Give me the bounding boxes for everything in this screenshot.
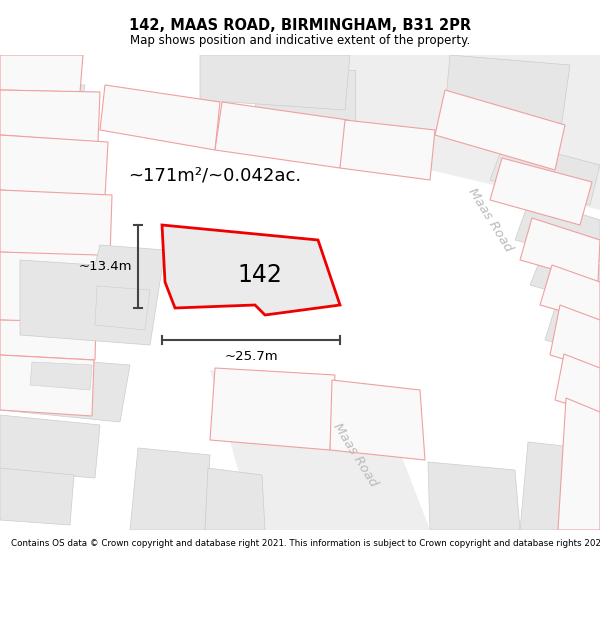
Polygon shape	[100, 85, 220, 150]
Text: ~171m²/~0.042ac.: ~171m²/~0.042ac.	[128, 166, 302, 184]
Polygon shape	[490, 140, 600, 205]
Polygon shape	[0, 415, 100, 478]
Polygon shape	[200, 55, 350, 110]
Text: ~25.7m: ~25.7m	[224, 350, 278, 363]
Text: 142, MAAS ROAD, BIRMINGHAM, B31 2PR: 142, MAAS ROAD, BIRMINGHAM, B31 2PR	[129, 18, 471, 32]
Polygon shape	[210, 368, 335, 450]
Polygon shape	[255, 70, 355, 140]
Text: Map shows position and indicative extent of the property.: Map shows position and indicative extent…	[130, 34, 470, 48]
Polygon shape	[490, 158, 592, 225]
Text: 142: 142	[238, 263, 283, 287]
Polygon shape	[205, 468, 265, 530]
Polygon shape	[530, 248, 600, 305]
Polygon shape	[540, 265, 600, 322]
Polygon shape	[520, 218, 600, 282]
Polygon shape	[0, 90, 100, 142]
Polygon shape	[0, 355, 94, 416]
Polygon shape	[0, 135, 108, 197]
Polygon shape	[330, 380, 425, 460]
Polygon shape	[545, 298, 600, 355]
Polygon shape	[0, 252, 98, 325]
Polygon shape	[445, 55, 570, 135]
Text: Contains OS data © Crown copyright and database right 2021. This information is : Contains OS data © Crown copyright and d…	[11, 539, 600, 548]
Polygon shape	[215, 102, 348, 168]
Polygon shape	[30, 362, 92, 390]
Polygon shape	[95, 286, 150, 330]
Polygon shape	[0, 125, 98, 165]
Polygon shape	[0, 355, 130, 422]
Polygon shape	[550, 305, 600, 370]
Polygon shape	[340, 120, 435, 180]
Polygon shape	[558, 398, 600, 530]
Polygon shape	[0, 468, 74, 525]
Text: ~13.4m: ~13.4m	[79, 260, 132, 273]
Polygon shape	[515, 198, 600, 262]
Polygon shape	[0, 320, 96, 360]
Polygon shape	[0, 85, 85, 115]
Polygon shape	[20, 245, 165, 345]
Polygon shape	[428, 462, 520, 530]
Polygon shape	[0, 55, 83, 92]
Polygon shape	[0, 190, 112, 258]
Polygon shape	[162, 225, 340, 315]
Polygon shape	[520, 442, 600, 530]
Polygon shape	[130, 448, 210, 530]
Text: Maas Road: Maas Road	[330, 421, 380, 489]
Polygon shape	[340, 55, 600, 210]
Polygon shape	[555, 354, 600, 414]
Polygon shape	[435, 90, 565, 170]
Polygon shape	[210, 370, 430, 530]
Text: Maas Road: Maas Road	[465, 186, 515, 254]
